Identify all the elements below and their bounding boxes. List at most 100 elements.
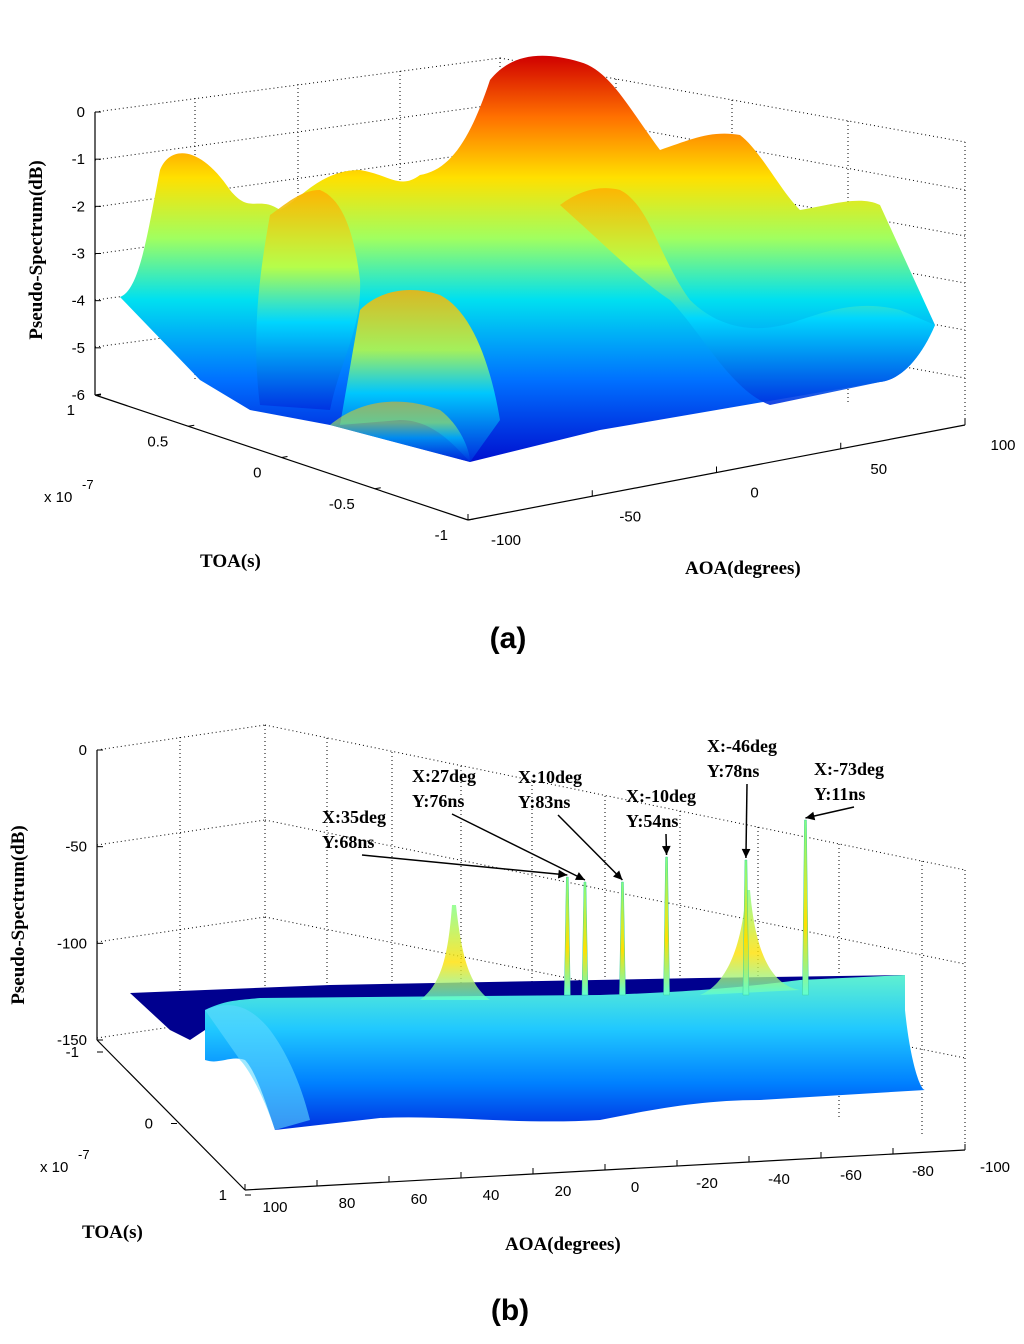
chart-b-peak-spike: [663, 856, 670, 996]
chart-b-floor: [205, 975, 925, 1130]
chart-b-peak-spike: [581, 881, 589, 996]
chart-b-y-tick-label: 1: [219, 1187, 227, 1204]
chart-a-y-tick-label: -1: [435, 527, 448, 544]
chart-a-y-tick-label-mark: [281, 456, 288, 458]
chart-b-x-tick-label: 20: [555, 1183, 572, 1200]
chart-a-z-tick-label: -6: [72, 387, 85, 404]
chart-b-peak-spike: [619, 881, 626, 996]
chart-b-x-tick-label: -20: [696, 1175, 718, 1192]
chart-b-peak-arrowhead: [741, 848, 751, 858]
chart-b-y-tick-label: -1: [66, 1044, 79, 1061]
chart-a-x-tick-label: -100: [491, 532, 521, 549]
chart-a-panel-label: (a): [490, 622, 527, 655]
chart-b-peak-y-label: Y:78ns: [707, 761, 759, 781]
chart-a-z-tick-label: -5: [72, 340, 85, 357]
chart-a-z-tick-label: -4: [72, 293, 85, 310]
chart-b-x-tick-label: -100: [980, 1159, 1010, 1176]
chart-b-x-tick-label: 100: [262, 1199, 287, 1216]
chart-a-y-tick-label: 0: [253, 465, 261, 482]
chart-a-z-ticks: 0 -1 -2 -3 -4 -5 -6: [72, 104, 101, 404]
chart-b-z-tick-label: -50: [65, 839, 87, 856]
chart-a-z-tick-label: 0: [77, 104, 85, 121]
chart-b-peak-arrowhead: [613, 870, 623, 880]
chart-a-z-tick-label: -1: [72, 151, 85, 168]
chart-b-z-ticks: 0 -50 -100 -150: [57, 742, 103, 1049]
chart-b-peak-spike: [742, 859, 750, 996]
chart-b-x-tick-label: -60: [840, 1167, 862, 1184]
chart-b-y-tick-label: 0: [145, 1116, 153, 1133]
chart-b-peak-arrowhead: [557, 869, 568, 879]
chart-b-x-tick-label: 80: [339, 1195, 356, 1212]
chart-b-peak-arrow: [557, 814, 623, 881]
chart-b-peak-x-label: X:-10deg: [626, 786, 696, 806]
chart-b-y-exponent: x 10: [40, 1159, 68, 1176]
chart-b-peak-arrow: [745, 783, 748, 859]
chart-b-peak-x-label: X:-46deg: [707, 736, 777, 756]
chart-a-surface-front: [330, 401, 470, 462]
chart-b-peak-arrow: [451, 813, 586, 881]
chart-a-x-tick-label: 0: [750, 485, 758, 502]
chart-b-floor-ridge: [205, 1005, 310, 1130]
chart-a-y-axis-label: TOA(s): [200, 551, 261, 572]
chart-b-peak-spike: [564, 876, 571, 996]
chart-b-peak-x-label: X:27deg: [412, 766, 476, 786]
chart-b-peak-y-label: Y:54ns: [626, 811, 678, 831]
chart-b-z-tick-label: -100: [57, 935, 87, 952]
chart-b-peak-x-label: X:10deg: [518, 767, 582, 787]
chart-b-peak-y-label: Y:68ns: [322, 832, 374, 852]
chart-a-x-ticks: -100 -50 0 50 100: [467, 419, 1016, 549]
chart-b-peak-spike: [802, 819, 809, 996]
chart-a-y-tick-label: 0.5: [147, 433, 168, 450]
chart-b-x-tick-label: -80: [912, 1163, 934, 1180]
chart-b-y-exponent-power: -7: [78, 1147, 90, 1162]
chart-a-y-tick-label-mark: [374, 487, 381, 490]
chart-a-x-tick-label: 100: [990, 437, 1015, 454]
chart-a-z-tick-label: -3: [72, 246, 85, 263]
chart-b-peak-arrow: [361, 854, 568, 876]
chart-a: 0-1-2-3-4-5-6 10.50-0.5-1 -100-50050100 …: [26, 55, 1016, 655]
chart-a-y-tick-label-mark: [188, 424, 195, 427]
chart-a-y-tick-label: 1: [67, 402, 75, 419]
chart-a-x-tick-label: 50: [870, 461, 887, 478]
chart-b-x-ticks: 100 80 60 40 20 0 -20 -40 -60 -80 -100: [244, 1144, 1010, 1216]
chart-b-z-tick-label: -150: [57, 1032, 87, 1049]
chart-a-x-tick-label: -50: [619, 508, 641, 525]
chart-a-surface-ridge1: [256, 190, 361, 410]
chart-a-z-tick-label: -2: [72, 198, 85, 215]
chart-a-y-exponent-power: -7: [82, 477, 94, 492]
chart-b-z-tick-label: 0: [79, 742, 87, 759]
chart-b-surface: [130, 890, 925, 1130]
chart-b-peaks: X:35deg Y:68ns X:27deg Y:76ns X:10deg Y:83ns X…: [322, 736, 884, 996]
chart-a-z-axis-label: Pseudo-Spectrum(dB): [26, 160, 47, 339]
chart-a-y-tick-label-mark: [94, 393, 102, 396]
chart-b-panel-label: (b): [491, 1294, 529, 1327]
chart-b-x-tick-label: -40: [768, 1171, 790, 1188]
chart-b-peak-y-label: Y:11ns: [814, 784, 865, 804]
chart-b-peak-arrowhead: [661, 845, 671, 855]
chart-b-peak-y-label: Y:76ns: [412, 791, 464, 811]
chart-b-y-axis-label: TOA(s): [82, 1222, 143, 1243]
chart-a-y-exponent: x 10: [44, 489, 72, 506]
chart-b-peak-y-label: Y:83ns: [518, 792, 570, 812]
chart-a-y-ticks: 1 0.5 0 -0.5 -1: [67, 393, 475, 544]
chart-b-peak-arrowhead: [574, 872, 585, 880]
chart-b: X:35deg Y:68ns X:27deg Y:76ns X:10deg Y:83ns X…: [8, 724, 1010, 1327]
chart-b-spike-base-right: [700, 890, 800, 995]
chart-b-x-axis-label: AOA(degrees): [505, 1234, 621, 1255]
chart-a-surface-ridge3: [560, 188, 935, 405]
chart-b-x-tick-label: 60: [411, 1191, 428, 1208]
chart-b-spike-base-left: [420, 905, 490, 1000]
chart-b-y-ticks: -1 0 1: [66, 1044, 251, 1204]
chart-a-y-tick-label-mark: [467, 518, 475, 521]
chart-a-surface-back: [120, 55, 935, 462]
chart-a-y-tick-label: -0.5: [329, 496, 355, 513]
chart-b-x-tick-label: 0: [631, 1179, 639, 1196]
chart-b-z-axis-label: Pseudo-Spectrum(dB): [8, 825, 29, 1004]
chart-b-peak-arrowhead: [805, 811, 816, 821]
chart-b-peak-x-label: X:-73deg: [814, 759, 884, 779]
chart-a-x-axis-label: AOA(degrees): [685, 558, 801, 579]
chart-a-surface: [120, 55, 935, 462]
chart-b-x-tick-label: 40: [483, 1187, 500, 1204]
chart-b-peak-x-label: X:35deg: [322, 807, 386, 827]
